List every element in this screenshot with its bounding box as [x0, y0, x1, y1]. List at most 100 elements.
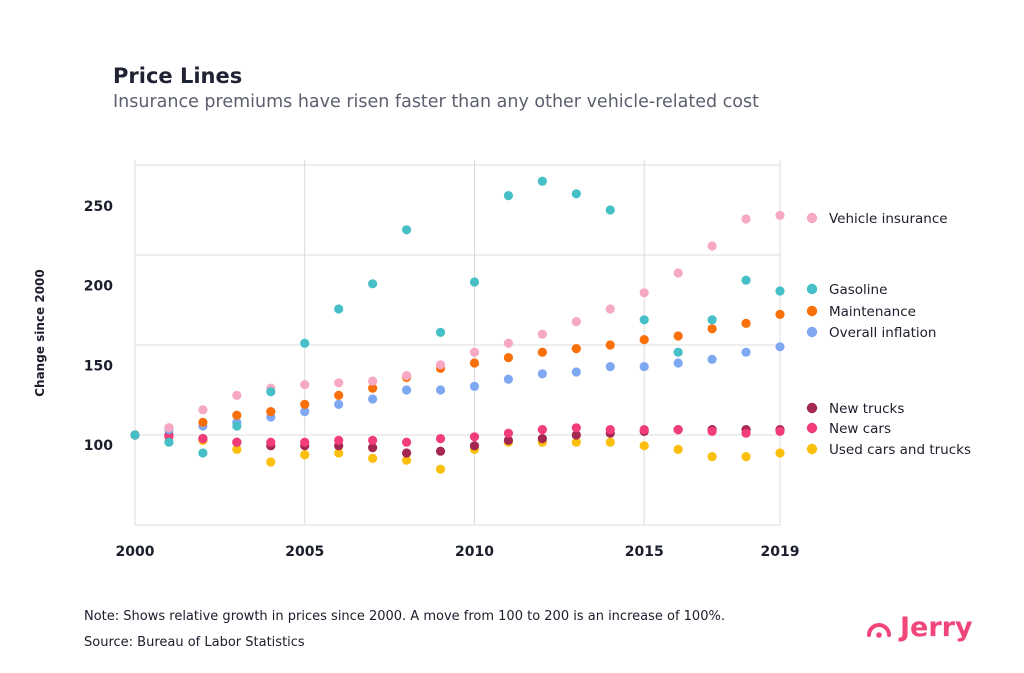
- legend-marker: [806, 443, 818, 455]
- data-point-overall-inflation: [707, 354, 717, 364]
- jerry-logo: Jerry: [866, 612, 973, 643]
- data-point-vehicle-insurance: [164, 423, 174, 433]
- data-point-new-cars: [266, 437, 276, 447]
- data-point-new-trucks: [401, 448, 412, 458]
- y-axis-title: Change since 2000: [33, 269, 47, 397]
- data-point-gasoline: [401, 225, 412, 235]
- data-point-gasoline: [537, 176, 547, 186]
- data-point-new-cars: [503, 428, 514, 438]
- legend-label: New cars: [829, 421, 891, 437]
- legend-label: Maintenance: [829, 304, 916, 320]
- data-point-overall-inflation: [571, 367, 581, 377]
- data-point-new-cars: [775, 426, 785, 436]
- x-tick-label: 2015: [625, 544, 664, 560]
- data-point-gasoline: [130, 430, 140, 440]
- data-point-overall-inflation: [401, 385, 412, 395]
- legend-label: New trucks: [829, 401, 904, 417]
- data-point-maintenance: [266, 407, 276, 417]
- data-point-new-cars: [435, 434, 446, 444]
- data-point-new-trucks: [435, 446, 446, 456]
- data-point-vehicle-insurance: [368, 376, 378, 386]
- data-point-new-cars: [605, 425, 615, 435]
- data-point-new-cars: [571, 423, 581, 433]
- data-point-gasoline: [435, 327, 446, 337]
- legend-marker: [806, 305, 818, 317]
- data-point-maintenance: [469, 358, 480, 368]
- data-point-used-cars-and-trucks: [639, 441, 649, 451]
- logo-text: Jerry: [900, 612, 973, 643]
- data-point-maintenance: [537, 347, 547, 357]
- data-point-used-cars-and-trucks: [775, 448, 785, 458]
- legend-label: Used cars and trucks: [829, 442, 971, 458]
- data-point-maintenance: [368, 383, 378, 393]
- data-point-overall-inflation: [469, 381, 480, 391]
- y-tick-label: 200: [84, 279, 113, 295]
- chart-title: Price Lines: [113, 64, 243, 88]
- legend-label: Vehicle insurance: [829, 211, 948, 227]
- data-point-vehicle-insurance: [232, 390, 242, 400]
- data-point-overall-inflation: [537, 369, 547, 379]
- data-point-new-cars: [741, 428, 751, 438]
- data-point-gasoline: [503, 191, 514, 201]
- data-point-maintenance: [198, 417, 208, 427]
- data-point-used-cars-and-trucks: [232, 444, 242, 454]
- data-point-new-cars: [198, 434, 208, 444]
- data-point-new-cars: [673, 425, 683, 435]
- legend-marker: [806, 326, 818, 338]
- data-point-gasoline: [232, 421, 242, 431]
- data-point-gasoline: [164, 437, 174, 447]
- data-point-gasoline: [198, 448, 208, 458]
- legend-label: Gasoline: [829, 282, 887, 298]
- data-point-used-cars-and-trucks: [605, 437, 615, 447]
- data-point-used-cars-and-trucks: [707, 452, 717, 462]
- legend-marker: [806, 422, 818, 434]
- x-tick-label: 2005: [285, 544, 324, 560]
- data-point-overall-inflation: [639, 362, 649, 372]
- data-point-maintenance: [605, 340, 615, 350]
- data-point-used-cars-and-trucks: [368, 453, 378, 463]
- x-tick-label: 2000: [116, 544, 155, 560]
- data-point-overall-inflation: [300, 407, 310, 417]
- legend-marker: [806, 402, 818, 414]
- data-point-vehicle-insurance: [469, 347, 480, 357]
- y-tick-label: 100: [84, 438, 113, 454]
- data-point-used-cars-and-trucks: [300, 450, 310, 460]
- data-point-vehicle-insurance: [571, 317, 581, 327]
- data-point-new-trucks: [368, 443, 378, 453]
- data-point-vehicle-insurance: [775, 210, 785, 220]
- data-point-gasoline: [571, 189, 581, 199]
- legend-marker: [806, 212, 818, 224]
- data-point-new-cars: [368, 435, 378, 445]
- x-tick-label: 2019: [761, 544, 800, 560]
- data-point-overall-inflation: [741, 347, 751, 357]
- data-point-new-cars: [334, 435, 344, 445]
- data-point-vehicle-insurance: [198, 405, 208, 415]
- data-point-gasoline: [266, 387, 276, 397]
- data-point-gasoline: [741, 275, 751, 285]
- footnote: Note: Shows relative growth in prices si…: [84, 609, 725, 624]
- data-point-new-cars: [707, 426, 717, 436]
- data-point-used-cars-and-trucks: [571, 437, 581, 447]
- data-point-vehicle-insurance: [673, 268, 683, 278]
- data-point-maintenance: [673, 331, 683, 341]
- data-point-maintenance: [300, 399, 310, 409]
- data-point-overall-inflation: [775, 342, 785, 352]
- data-point-vehicle-insurance: [741, 214, 751, 224]
- data-point-maintenance: [334, 390, 344, 400]
- data-point-new-trucks: [571, 430, 581, 440]
- data-point-vehicle-insurance: [639, 288, 649, 298]
- data-point-vehicle-insurance: [401, 371, 412, 381]
- data-point-maintenance: [707, 324, 717, 334]
- data-point-used-cars-and-trucks: [266, 457, 276, 467]
- data-point-overall-inflation: [368, 394, 378, 404]
- data-point-vehicle-insurance: [537, 329, 547, 339]
- x-tick-label: 2010: [455, 544, 494, 560]
- data-point-gasoline: [334, 304, 344, 314]
- data-point-new-cars: [300, 437, 310, 447]
- data-point-new-trucks: [537, 434, 547, 444]
- data-point-vehicle-insurance: [334, 378, 344, 388]
- data-point-maintenance: [503, 353, 514, 363]
- data-point-vehicle-insurance: [300, 380, 310, 390]
- data-point-vehicle-insurance: [605, 304, 615, 314]
